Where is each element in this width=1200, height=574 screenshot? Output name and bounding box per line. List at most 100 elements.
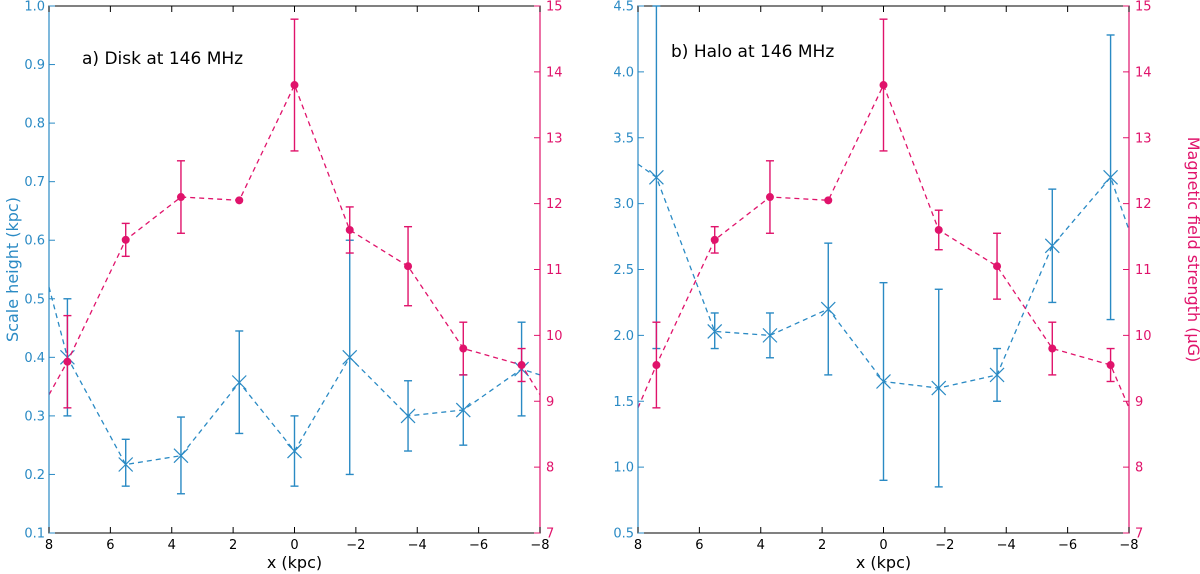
magnetic-field-point <box>1106 361 1115 370</box>
y-left-tick-label: 3.5 <box>613 131 634 146</box>
y-left-tick-label: 0.9 <box>24 58 45 73</box>
y-left-tick-label: 0.5 <box>613 527 634 542</box>
y-right-tick-label: 9 <box>546 395 554 410</box>
scale-height-point <box>455 402 471 418</box>
magnetic-field-point <box>879 81 888 90</box>
y-left-tick-label: 1.0 <box>613 461 634 476</box>
y-right-tick-label: 8 <box>1135 461 1143 476</box>
panel-title: b) Halo at 146 MHz <box>671 42 834 62</box>
chart-panel-halo: 8 6 4 2 0 −2 −4 −6 −8 0.5 1.0 1.5 2.0 2.5 3.0 3.5 4.0 4.5… <box>613 0 1200 572</box>
magnetic-field-series-line <box>637 83 1130 409</box>
x-tick-label: −2 <box>935 538 954 553</box>
x-tick-label: 8 <box>45 538 53 553</box>
scale-height-point <box>876 374 891 389</box>
magnetic-field-point <box>710 235 719 244</box>
x-tick-label: −8 <box>1119 538 1138 553</box>
chart-axes: 8 6 4 2 0 −2 −4 −6 −8 0.1 0.2 0.3 0.4 0.5 0.6 0.7 0.8 0.9… <box>24 0 562 553</box>
magnetic-field-point <box>121 235 130 244</box>
x-tick-label: 4 <box>757 538 765 553</box>
scale-height-point <box>173 448 189 464</box>
y-left-tick-label: 4.0 <box>613 65 634 80</box>
scale-height-point <box>118 457 134 472</box>
magnetic-field-point <box>993 262 1002 271</box>
scale-height-point <box>1103 169 1119 185</box>
y-right-tick-label: 8 <box>546 461 554 476</box>
y-axis-label-left: Scale height (kpc) <box>3 197 22 342</box>
x-tick-label: −2 <box>346 538 365 553</box>
x-tick-label: −4 <box>997 538 1016 553</box>
x-tick-label: 0 <box>290 538 298 553</box>
scale-height-point <box>231 375 247 390</box>
chart-marks <box>637 5 1130 488</box>
panel-title: a) Disk at 146 MHz <box>82 49 243 69</box>
x-tick-label: 2 <box>818 538 826 553</box>
magnetic-field-point <box>290 81 299 90</box>
y-right-tick-label: 7 <box>546 527 554 542</box>
x-tick-label: −8 <box>530 538 549 553</box>
scale-height-point <box>931 380 947 396</box>
scale-height-point <box>400 408 416 424</box>
magnetic-field-point <box>63 357 72 366</box>
x-tick-label: 0 <box>879 538 887 553</box>
x-tick-label: 4 <box>168 538 176 553</box>
magnetic-field-point <box>1048 344 1057 353</box>
magnetic-field-point <box>824 196 833 205</box>
scale-height-point <box>707 323 723 339</box>
x-tick-label: −6 <box>469 538 488 553</box>
y-right-tick-label: 7 <box>1135 527 1143 542</box>
scale-height-point <box>762 327 778 343</box>
y-right-tick-label: 14 <box>1135 65 1152 80</box>
y-right-tick-label: 15 <box>546 0 563 15</box>
y-right-tick-label: 11 <box>546 263 563 278</box>
x-tick-label: −6 <box>1058 538 1077 553</box>
x-axis-label: x (kpc) <box>267 553 322 572</box>
y-left-tick-label: 4.5 <box>613 0 634 15</box>
scale-height-point <box>342 349 358 365</box>
y-left-tick-label: 0.8 <box>24 117 45 132</box>
magnetic-field-point <box>517 361 526 370</box>
magnetic-field-point <box>235 196 244 205</box>
y-left-tick-label: 0.3 <box>24 409 45 424</box>
x-tick-label: −4 <box>408 538 427 553</box>
magnetic-field-series-line <box>48 83 541 396</box>
chart-marks <box>48 18 541 495</box>
y-left-tick-label: 0.5 <box>24 292 45 307</box>
y-right-tick-label: 10 <box>1135 329 1152 344</box>
scale-height-point <box>820 301 836 317</box>
y-right-tick-label: 13 <box>1135 131 1152 146</box>
x-tick-label: 2 <box>229 538 237 553</box>
x-tick-label: 8 <box>634 538 642 553</box>
y-left-tick-label: 0.4 <box>24 351 45 366</box>
y-left-tick-label: 1.0 <box>24 0 45 15</box>
y-left-tick-label: 1.5 <box>613 395 634 410</box>
magnetic-field-point <box>652 361 661 370</box>
scale-height-point <box>648 169 664 185</box>
y-axis-label-right: Magnetic field strength (μG) <box>1184 137 1200 363</box>
y-right-tick-label: 12 <box>546 197 563 212</box>
y-right-tick-label: 13 <box>546 131 563 146</box>
y-right-tick-label: 14 <box>546 65 563 80</box>
magnetic-field-point <box>404 262 413 271</box>
y-left-tick-label: 0.1 <box>24 527 45 542</box>
y-left-tick-label: 2.5 <box>613 263 634 278</box>
y-right-tick-label: 12 <box>1135 197 1152 212</box>
y-right-tick-label: 9 <box>1135 395 1143 410</box>
magnetic-field-point <box>459 344 468 353</box>
scale-height-error-bar <box>121 438 130 487</box>
y-right-tick-label: 11 <box>1135 263 1152 278</box>
y-left-tick-label: 0.7 <box>24 175 45 190</box>
x-axis-label: x (kpc) <box>856 553 911 572</box>
scale-height-point <box>1044 238 1060 254</box>
y-right-tick-label: 10 <box>546 329 563 344</box>
chart-panel-disk: 8 6 4 2 0 −2 −4 −6 −8 0.1 0.2 0.3 0.4 0.5 0.6 0.7 0.8 0.9… <box>3 0 563 572</box>
y-left-tick-label: 0.2 <box>24 468 45 483</box>
y-right-tick-label: 15 <box>1135 0 1152 15</box>
magnetic-field-point <box>345 225 354 234</box>
y-left-tick-label: 3.0 <box>613 197 634 212</box>
y-left-tick-label: 0.6 <box>24 234 45 249</box>
x-tick-label: 6 <box>106 538 114 553</box>
scale-height-point <box>989 367 1005 383</box>
magnetic-field-point <box>765 193 774 202</box>
magnetic-field-point <box>176 193 185 202</box>
